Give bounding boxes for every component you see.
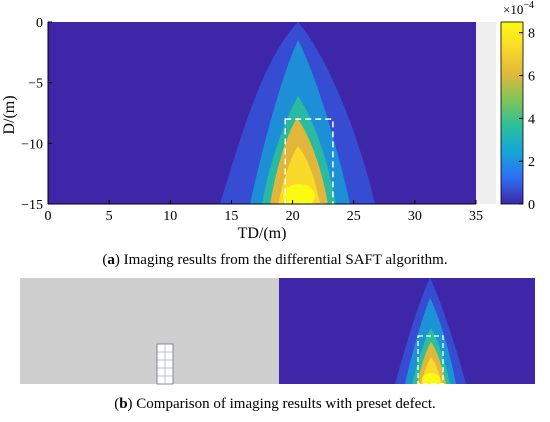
- colorbar-tick-label: 0: [528, 198, 535, 213]
- plot-padding: [476, 22, 496, 204]
- x-tick-label: 35: [469, 209, 483, 224]
- defect-box-b: [417, 335, 444, 385]
- chart-b: [20, 278, 535, 385]
- x-axis-label: TD/(m): [238, 225, 287, 242]
- x-tick-label: 25: [347, 209, 361, 224]
- y-tick-label: −15: [21, 198, 43, 213]
- caption-a-text: Imaging results from the differential SA…: [123, 252, 448, 268]
- x-tick-label: 10: [163, 209, 177, 224]
- colorbar-tick-label: 8: [528, 27, 535, 42]
- colorbar-tick-label: 2: [528, 155, 535, 170]
- x-tick-label: 20: [286, 209, 300, 224]
- preset-defect-column: [156, 343, 174, 385]
- caption-b: (b) Comparison of imaging results with p…: [114, 396, 436, 412]
- x-tick-label: 15: [224, 209, 238, 224]
- caption-b-text: Comparison of imaging results with prese…: [136, 396, 436, 412]
- x-tick-label: 0: [45, 209, 52, 224]
- colorbar: [501, 22, 523, 204]
- caption-a-label: a: [107, 252, 115, 268]
- caption-a: (a) Imaging results from the differentia…: [102, 252, 448, 268]
- x-tick-label: 30: [408, 209, 422, 224]
- heat-b-peak: [422, 373, 440, 384]
- reference-panel: [20, 278, 279, 384]
- chart-a: 0 5 10 15 20 25 30 35 0 −5 −10 −15 TD/(m) D/(m) 0 2…: [1, 0, 535, 242]
- colorbar-tick-label: 6: [528, 70, 535, 85]
- heat-peak: [283, 184, 315, 204]
- colorbar-tick-label: 4: [528, 112, 535, 127]
- x-tick-label: 5: [106, 209, 113, 224]
- colorbar-exponent: ×10−4: [503, 0, 534, 17]
- caption-b-label: b: [119, 396, 128, 412]
- colorbar-frame: [500, 21, 524, 205]
- defect-box: [284, 118, 334, 205]
- y-axis-label: D/(m): [1, 95, 18, 134]
- y-tick-label: −5: [28, 77, 43, 92]
- y-tick-label: −10: [21, 137, 43, 152]
- y-tick-label: 0: [36, 16, 43, 31]
